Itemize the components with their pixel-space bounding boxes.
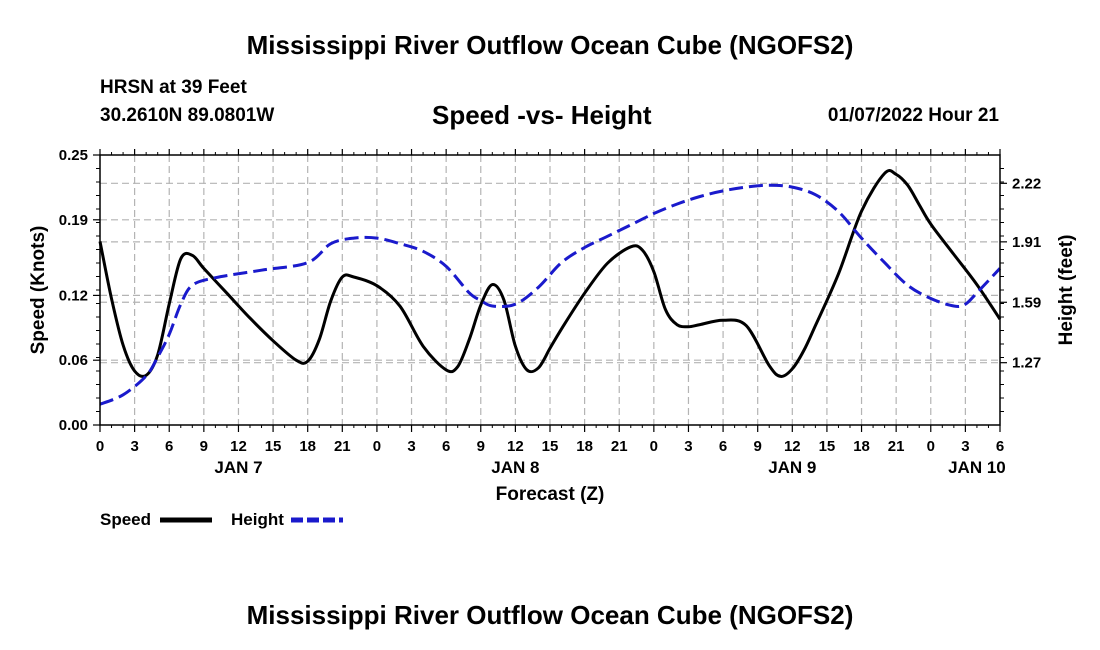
speed-height-chart: 0 3 6 9 12 15 18 21 0 3 6 9 12 15 18 21 0 3 6 9 12 15 18 21 0 3 6 J…: [28, 147, 1077, 529]
y-axis-label: Speed (Knots): [28, 226, 49, 355]
x-tick-label: 21: [611, 438, 628, 455]
x-tick-label: 6: [719, 438, 727, 455]
x-tick-label: 0: [650, 438, 658, 455]
x-tick-label: 18: [299, 438, 316, 455]
height-series-line: [99, 183, 1002, 406]
x-tick-label: 0: [927, 438, 935, 455]
chart-main-title: Mississippi River Outflow Ocean Cube (NG…: [246, 30, 854, 60]
x-tick-label: 3: [130, 438, 138, 455]
forecast-datetime: 01/07/2022 Hour 21: [827, 105, 999, 126]
y-tick-label: 0.19: [59, 212, 88, 229]
y-tick-label: 0.12: [59, 287, 88, 304]
x-tick-label: 9: [477, 438, 485, 455]
chart-axes: 0 3 6 9 12 15 18 21 0 3 6 9 12 15 18 21 0 3 6 9 12 15 18 21 0 3 6 J…: [59, 147, 1041, 477]
station-coordinates: 30.2610N 89.0801W: [100, 105, 275, 126]
speed-series-line: [98, 169, 1002, 378]
y2-axis-label: Height (feet): [1056, 235, 1077, 346]
y-tick-label: 0.00: [59, 417, 88, 434]
x-tick-label: 6: [996, 438, 1004, 455]
chart-grid: [100, 155, 1000, 425]
x-tick-label: 12: [784, 438, 801, 455]
x-tick-label: 15: [819, 438, 836, 455]
y-tick-label: 0.06: [59, 352, 88, 369]
x-tick-label: 12: [507, 438, 524, 455]
x-tick-label: 3: [684, 438, 692, 455]
station-label: HRSN at 39 Feet: [100, 77, 247, 98]
y2-tick-label: 1.91: [1012, 234, 1041, 251]
x-tick-label: 15: [265, 438, 282, 455]
x-day-label: JAN 8: [491, 458, 539, 477]
y2-tick-label: 1.59: [1012, 294, 1041, 311]
x-tick-label: 18: [853, 438, 870, 455]
x-day-label: JAN 10: [948, 458, 1006, 477]
x-axis-label: Forecast (Z): [496, 484, 605, 505]
y2-tick-label: 1.27: [1012, 355, 1041, 372]
x-tick-label: 18: [576, 438, 593, 455]
x-tick-label: 3: [961, 438, 969, 455]
chart-series: [98, 169, 1002, 406]
chart-subtitle: Speed -vs- Height: [432, 100, 652, 130]
x-tick-label: 0: [96, 438, 104, 455]
x-day-label: JAN 9: [768, 458, 816, 477]
x-tick-label: 6: [165, 438, 173, 455]
x-day-label: JAN 7: [214, 458, 262, 477]
x-tick-label: 3: [407, 438, 415, 455]
x-tick-label: 12: [230, 438, 247, 455]
x-tick-label: 21: [888, 438, 905, 455]
x-tick-label: 9: [200, 438, 208, 455]
footer-title: Mississippi River Outflow Ocean Cube (NG…: [246, 600, 854, 630]
x-tick-label: 15: [542, 438, 559, 455]
y-tick-label: 0.25: [59, 147, 88, 164]
x-tick-label: 9: [754, 438, 762, 455]
y2-tick-label: 2.22: [1012, 175, 1041, 192]
legend-speed-label: Speed: [100, 510, 151, 529]
x-tick-label: 0: [373, 438, 381, 455]
chart-legend: Speed Height: [100, 510, 343, 529]
x-tick-label: 6: [442, 438, 450, 455]
x-tick-label: 21: [334, 438, 351, 455]
legend-height-label: Height: [231, 510, 284, 529]
